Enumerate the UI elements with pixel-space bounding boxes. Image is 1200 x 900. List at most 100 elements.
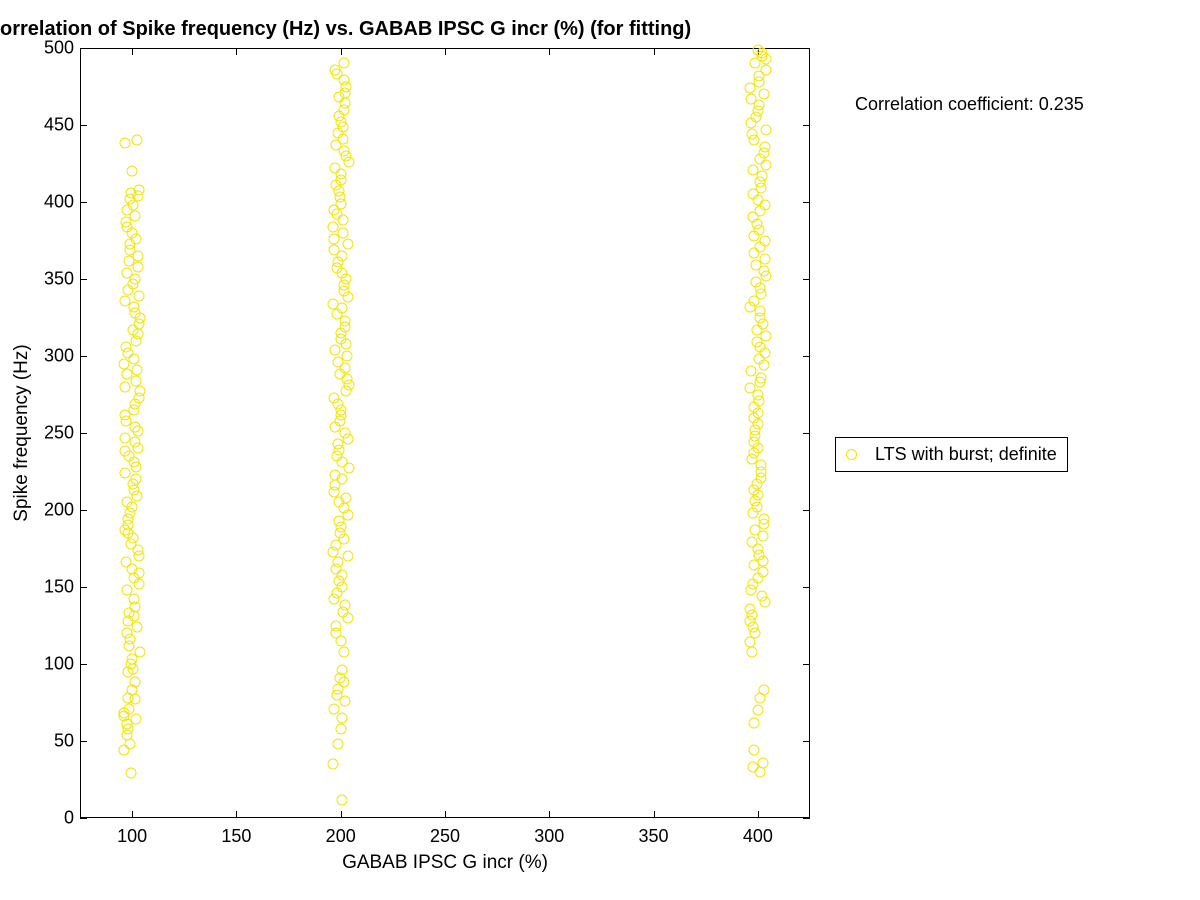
scatter-point <box>135 646 146 657</box>
scatter-point <box>125 768 136 779</box>
legend-marker-icon <box>846 449 857 460</box>
y-tick <box>803 587 810 588</box>
x-tick <box>341 48 342 55</box>
scatter-point <box>131 135 142 146</box>
x-tick <box>341 811 342 818</box>
y-tick-label: 250 <box>40 423 74 444</box>
scatter-point <box>329 469 340 480</box>
y-tick-label: 200 <box>40 500 74 521</box>
scatter-point <box>747 164 758 175</box>
y-tick-label: 350 <box>40 269 74 290</box>
scatter-point <box>756 372 767 383</box>
scatter-point <box>746 537 757 548</box>
scatter-point <box>758 685 769 696</box>
scatter-point <box>330 163 341 174</box>
scatter-point <box>132 622 143 633</box>
x-tick-label: 200 <box>326 826 356 847</box>
x-tick-label: 250 <box>430 826 460 847</box>
scatter-point <box>120 138 131 149</box>
scatter-point <box>338 58 349 69</box>
scatter-point <box>329 344 340 355</box>
y-tick <box>803 202 810 203</box>
scatter-point <box>121 369 132 380</box>
y-tick <box>803 279 810 280</box>
y-tick-label: 450 <box>40 115 74 136</box>
scatter-point <box>747 129 758 140</box>
scatter-point <box>760 64 771 75</box>
y-tick <box>803 664 810 665</box>
x-tick-label: 100 <box>117 826 147 847</box>
scatter-point <box>120 468 131 479</box>
y-tick <box>80 279 87 280</box>
scatter-point <box>130 375 141 386</box>
scatter-point <box>338 646 349 657</box>
y-tick <box>80 510 87 511</box>
scatter-point <box>749 717 760 728</box>
y-tick-label: 500 <box>40 38 74 59</box>
scatter-point <box>340 428 351 439</box>
scatter-point <box>329 392 340 403</box>
scatter-point <box>121 267 132 278</box>
scatter-point <box>759 89 770 100</box>
x-tick <box>654 48 655 55</box>
scatter-point <box>332 557 343 568</box>
x-tick <box>549 48 550 55</box>
y-tick <box>803 433 810 434</box>
scatter-point <box>329 244 340 255</box>
chart-title: orrelation of Spike frequency (Hz) vs. G… <box>0 18 691 41</box>
scatter-point <box>337 227 348 238</box>
scatter-point <box>342 351 353 362</box>
y-tick <box>80 125 87 126</box>
scatter-point <box>133 290 144 301</box>
scatter-point <box>130 437 141 448</box>
x-axis-label: GABAB IPSC G incr (%) <box>342 852 548 874</box>
y-tick <box>80 48 87 49</box>
scatter-point <box>333 739 344 750</box>
scatter-point <box>121 585 132 596</box>
scatter-point <box>752 705 763 716</box>
y-tick <box>803 125 810 126</box>
y-tick <box>80 818 87 819</box>
scatter-point <box>755 306 766 317</box>
scatter-point <box>745 603 756 614</box>
scatter-point <box>337 665 348 676</box>
y-tick <box>80 202 87 203</box>
scatter-point <box>120 381 131 392</box>
scatter-point <box>756 170 767 181</box>
x-tick-label: 300 <box>534 826 564 847</box>
scatter-point <box>130 677 141 688</box>
scatter-point <box>134 386 145 397</box>
scatter-point <box>132 364 143 375</box>
x-tick <box>445 811 446 818</box>
x-tick <box>236 811 237 818</box>
scatter-point <box>129 301 140 312</box>
scatter-point <box>760 235 771 246</box>
scatter-point <box>759 253 770 264</box>
scatter-point <box>120 446 131 457</box>
y-tick <box>803 741 810 742</box>
scatter-point <box>120 432 131 443</box>
scatter-point <box>757 757 768 768</box>
x-tick <box>654 811 655 818</box>
x-tick <box>132 48 133 55</box>
plot-area <box>80 48 810 818</box>
y-tick-label: 50 <box>40 731 74 752</box>
x-tick <box>549 811 550 818</box>
scatter-point <box>746 93 757 104</box>
scatter-point <box>756 460 767 471</box>
scatter-point <box>343 238 354 249</box>
scatter-point <box>128 594 139 605</box>
scatter-point <box>130 714 141 725</box>
y-tick-label: 100 <box>40 654 74 675</box>
y-tick-label: 400 <box>40 192 74 213</box>
scatter-point <box>134 184 145 195</box>
scatter-point <box>327 298 338 309</box>
scatter-point <box>337 794 348 805</box>
x-tick-label: 350 <box>639 826 669 847</box>
scatter-point <box>760 124 771 135</box>
y-tick <box>803 356 810 357</box>
scatter-point <box>328 703 339 714</box>
x-tick <box>758 811 759 818</box>
scatter-point <box>759 514 770 525</box>
scatter-point <box>745 366 756 377</box>
